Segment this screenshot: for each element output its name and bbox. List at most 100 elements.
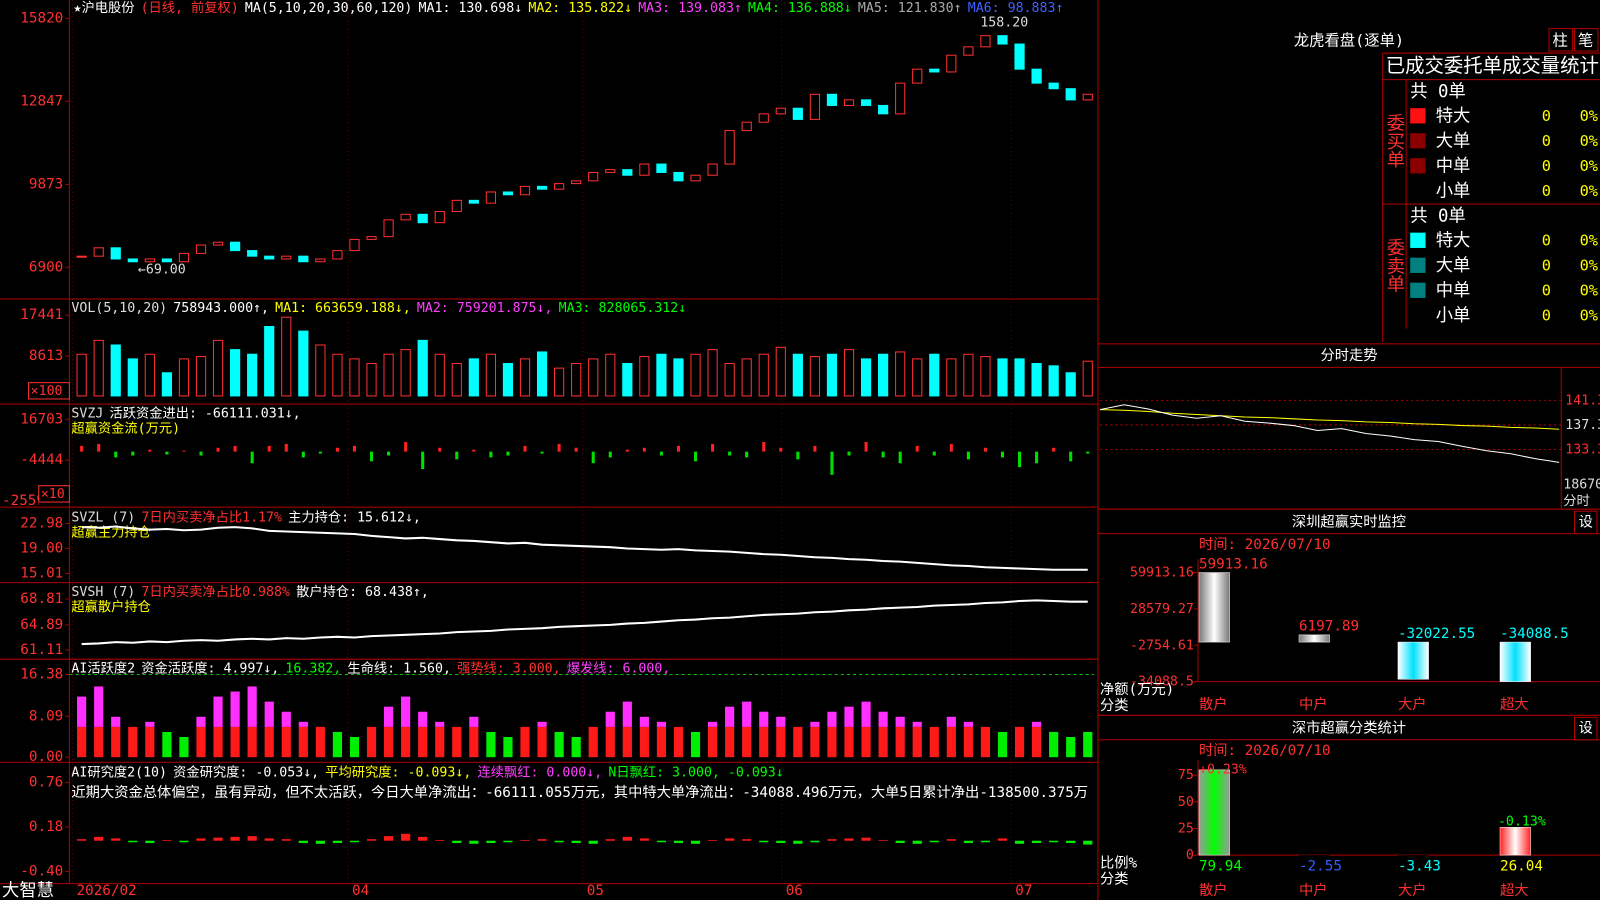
- volume-bar: [1082, 360, 1093, 397]
- activity-bar: [503, 736, 513, 758]
- row-count: 0: [1542, 182, 1551, 200]
- candle: [349, 238, 360, 252]
- settings-button-label[interactable]: 设: [1579, 720, 1593, 737]
- settings-button-label[interactable]: 设: [1579, 513, 1593, 530]
- axis-label: 分类: [1100, 697, 1129, 714]
- value-label: -3.43: [1398, 858, 1441, 874]
- volume-bar: [1014, 358, 1025, 397]
- activity-bar-top: [759, 711, 769, 727]
- y-tick-label: 19.00: [20, 540, 63, 556]
- volume-bar: [826, 353, 838, 397]
- volume-bar: [878, 353, 889, 397]
- activity-bar: [1066, 736, 1076, 758]
- category-label: 超大: [1500, 882, 1529, 899]
- volume-bar: [741, 358, 752, 397]
- volume-bar: [1031, 363, 1042, 397]
- research-bar: [707, 839, 718, 841]
- candle: [468, 199, 479, 204]
- row-count: 0: [1542, 281, 1551, 299]
- row-count: 0: [1542, 157, 1551, 175]
- volume-bar: [758, 353, 769, 397]
- volume-bar: [895, 351, 906, 397]
- category-label: 散户: [1199, 882, 1228, 899]
- research-bar: [639, 838, 649, 841]
- candle: [178, 252, 190, 263]
- volume-bar: [127, 358, 138, 397]
- activity-bar: [622, 726, 632, 758]
- y-tick-label: 28579.27: [1130, 602, 1194, 617]
- tab-button[interactable]: [1573, 28, 1599, 52]
- x-tick-label: 06: [786, 883, 803, 899]
- volume-bar: [502, 363, 514, 397]
- candle: [639, 163, 650, 176]
- panel-title: 分时走势: [1320, 347, 1377, 364]
- flow-bar: [625, 449, 629, 452]
- row-pct: 0%: [1580, 132, 1598, 150]
- tab-button[interactable]: [1548, 28, 1573, 52]
- candle: [775, 107, 786, 115]
- candle: [1082, 93, 1093, 101]
- row-count: 0: [1542, 256, 1551, 274]
- volume-bar: [673, 358, 684, 397]
- unit-box: [28, 382, 70, 400]
- y-tick-label: 6900: [29, 259, 63, 275]
- activity-bar: [810, 726, 820, 758]
- y-tick-label: 61.11: [20, 642, 63, 658]
- flow-bar: [983, 447, 987, 452]
- research-bar: [469, 840, 479, 844]
- y-tick-label: -4444: [20, 452, 63, 468]
- activity-bar-top: [77, 696, 87, 727]
- candle: [485, 191, 497, 204]
- research-bar: [213, 837, 223, 841]
- y-tick-label: 137.3: [1565, 418, 1600, 433]
- flow-bar: [455, 451, 459, 460]
- research-bar: [912, 840, 922, 844]
- y-tick-label: 8613: [29, 348, 63, 364]
- flow-bar: [114, 451, 118, 458]
- tab-button-label[interactable]: 柱: [1553, 31, 1568, 49]
- volume-bar: [400, 349, 411, 397]
- ai2-note: 近期大资金总体偏空，虽有异动，但不太活跃，今日大单净流出：-66111.055万…: [71, 784, 1088, 801]
- candle: [417, 213, 428, 224]
- tab-button-label[interactable]: 笔: [1578, 31, 1593, 49]
- activity-bar: [247, 726, 257, 758]
- volume-bar: [76, 353, 87, 397]
- volume-bar: [519, 358, 531, 397]
- time-label: 时间: 2026/07/10: [1199, 536, 1331, 553]
- volume-bar: [434, 353, 445, 397]
- volume-bar: [1048, 365, 1059, 397]
- volume-bar: [110, 344, 121, 397]
- category-label: 中户: [1299, 882, 1328, 899]
- activity-bar-top: [383, 706, 394, 727]
- y-tick-label: 16.38: [20, 666, 63, 682]
- activity-bar-top: [230, 691, 240, 727]
- y-tick-label: 0.18: [29, 819, 63, 835]
- activity-bar-top: [742, 701, 752, 727]
- flow-bar: [574, 447, 578, 452]
- candle: [724, 130, 735, 165]
- activity-bar: [554, 731, 564, 758]
- activity-bar: [94, 726, 104, 758]
- research-bar: [963, 840, 973, 844]
- main-header: ★沪电股份 (日线, 前复权) MA(5,10,20,30,60,120) MA1: …: [73, 0, 1063, 16]
- research-bar: [878, 839, 888, 841]
- row-pct: 0%: [1580, 182, 1598, 200]
- volume-bar: [963, 353, 974, 397]
- svzl-header-item: SVZL (7): [71, 510, 135, 525]
- settings-button[interactable]: [1573, 510, 1598, 535]
- volume-bar: [230, 349, 241, 397]
- candle: [826, 93, 838, 106]
- volume-bar: [93, 339, 104, 397]
- flow-bar: [472, 449, 476, 452]
- axis-label: 净额(万元): [1100, 681, 1174, 698]
- activity-bar-top: [639, 716, 649, 727]
- value-label: 59913.16: [1199, 556, 1268, 572]
- settings-button[interactable]: [1573, 716, 1598, 741]
- y-tick-label: 17441: [20, 307, 63, 323]
- svzj-header-item: 活跃资金进出: -66111.031↓,: [109, 405, 300, 421]
- row-pct: 0%: [1580, 157, 1598, 175]
- flow-bar: [642, 447, 646, 452]
- activity-bar-top: [810, 721, 820, 727]
- candle: [93, 247, 104, 257]
